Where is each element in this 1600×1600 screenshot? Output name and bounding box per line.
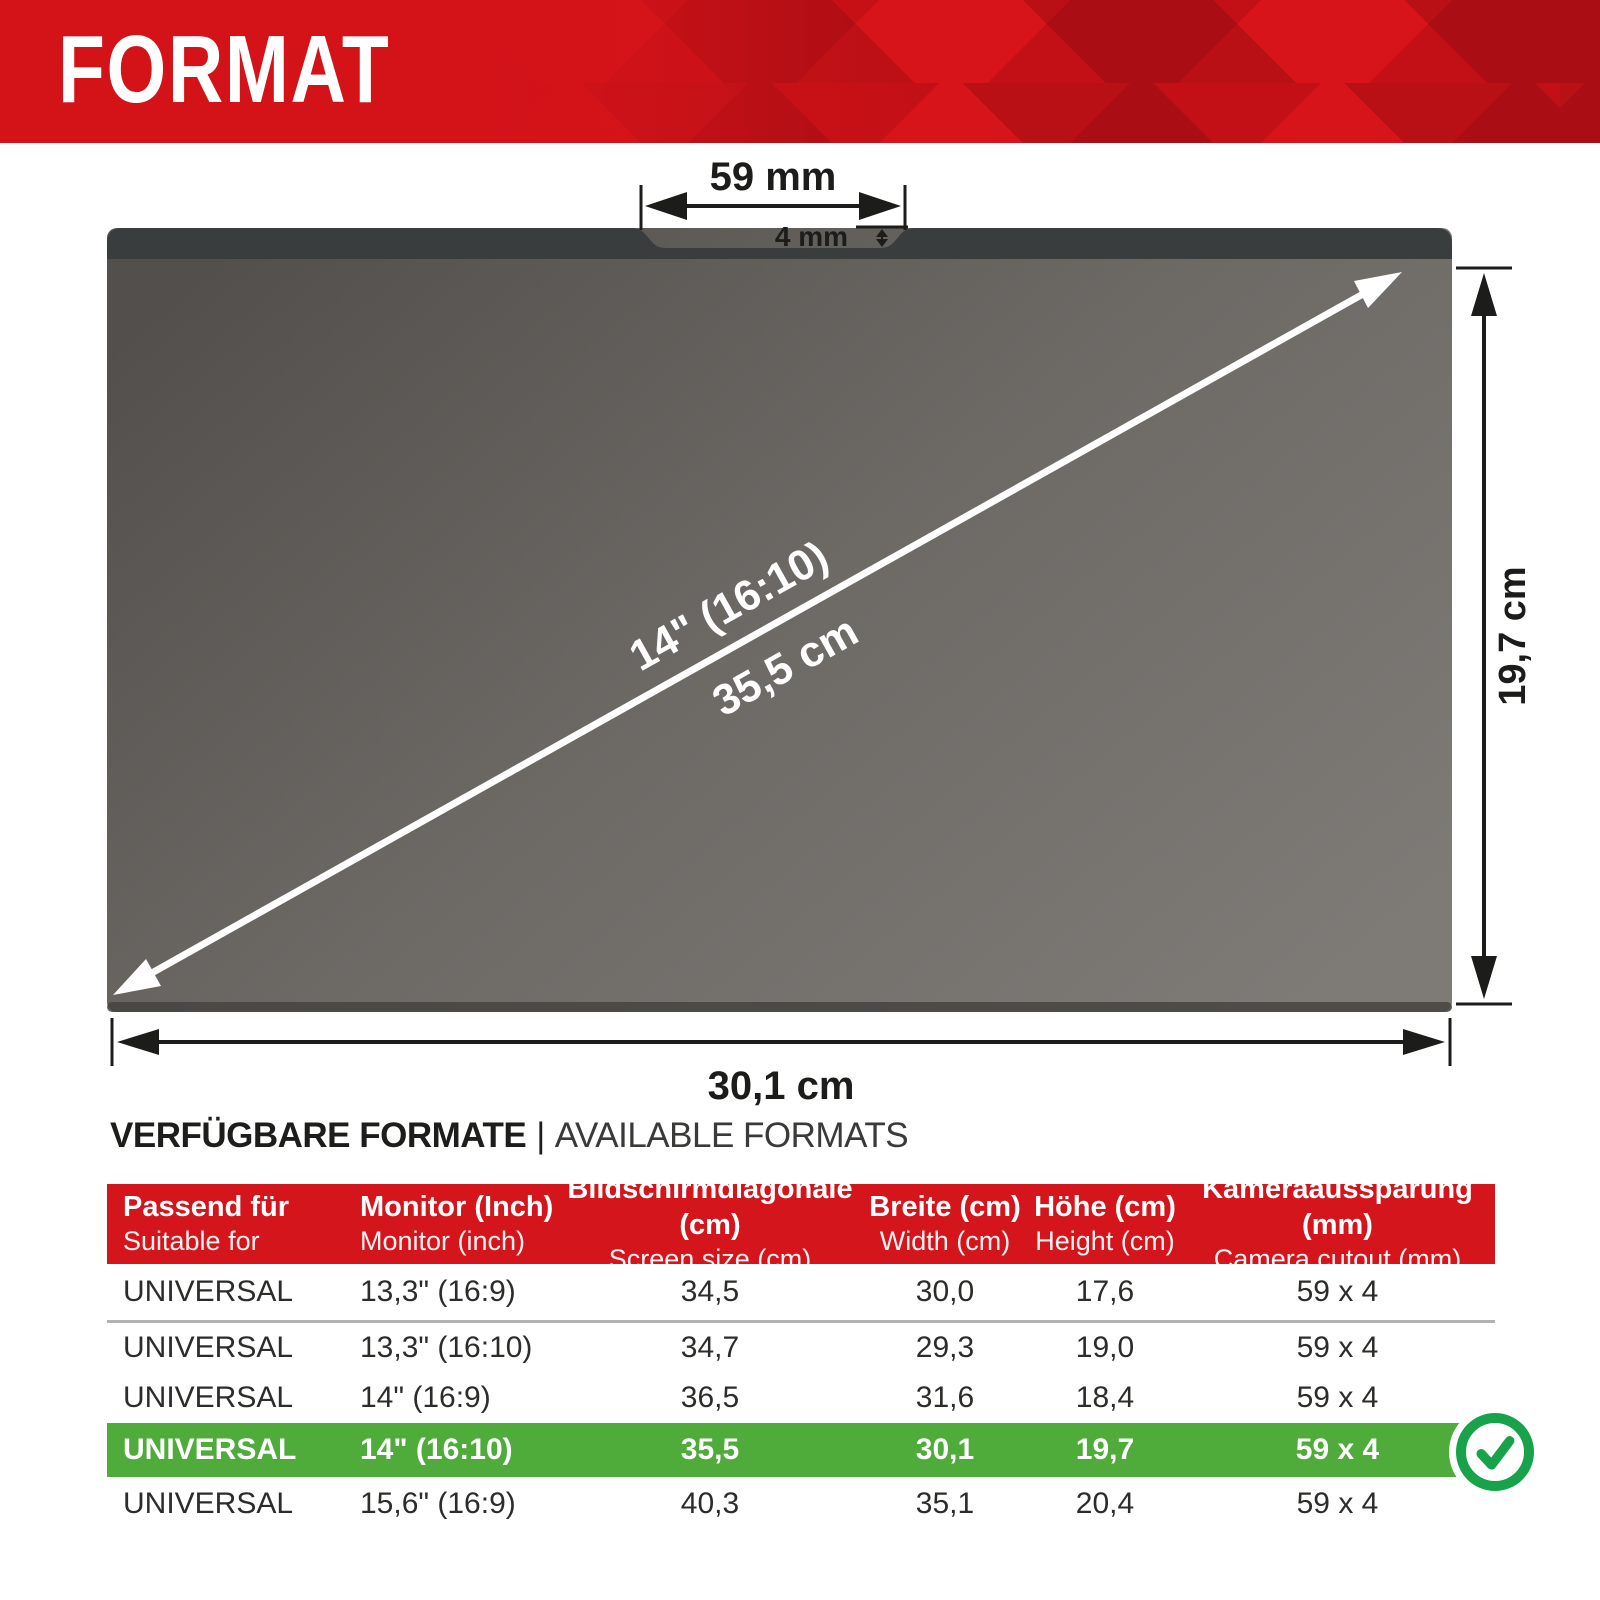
formats-heading-separator: | (536, 1116, 545, 1155)
filter-top-bar-with-camera-notch (107, 228, 1452, 259)
selected-format-check-badge (1456, 1413, 1534, 1491)
formats-section-heading: VERFÜGBARE FORMATE | AVAILABLE FORMATS (110, 1116, 909, 1156)
cutout-depth-dimension: 4 mm (775, 221, 908, 252)
row-divider (107, 1320, 1495, 1323)
cell-suitable-for: UNIVERSAL (123, 1331, 294, 1364)
column-header-width: Breite (cm) Width (cm) (860, 1172, 1030, 1276)
column-header-height: Höhe (cm) Height (cm) (1030, 1172, 1180, 1276)
cell-width: 35,1 (915, 1487, 975, 1520)
table-header-row: Passend für Suitable for Monitor (Inch) … (107, 1173, 1495, 1274)
cell-height: 19,7 (1075, 1433, 1135, 1466)
column-header-de: Bildschirmdiagonale (cm) (567, 1173, 853, 1241)
formats-heading-en: AVAILABLE FORMATS (554, 1116, 909, 1155)
column-header-de: Kameraaussparung (mm) (1202, 1173, 1473, 1241)
height-label: 19,7 cm (1492, 566, 1534, 705)
cell-height: 19,0 (1075, 1331, 1135, 1364)
column-header-de: Monitor (Inch) (360, 1190, 554, 1223)
cell-camera-cutout: 59 x 4 (1295, 1433, 1380, 1466)
cell-camera-cutout: 59 x 4 (1296, 1487, 1379, 1520)
cell-screen-size: 35,5 (680, 1433, 740, 1466)
column-header-camera-cutout: Kameraaussparung (mm) Camera cutout (mm) (1180, 1172, 1495, 1276)
formats-heading-de: VERFÜGBARE FORMATE (110, 1116, 527, 1155)
cell-monitor: 13,3" (16:9) (360, 1275, 516, 1308)
red-pattern-fade (0, 0, 1600, 143)
cutout-width-label: 59 mm (710, 155, 837, 199)
table-row: UNIVERSAL 13,3" (16:9) 34,5 30,0 17,6 59… (107, 1264, 1495, 1320)
cell-suitable-for: UNIVERSAL (123, 1381, 294, 1414)
column-header-de: Breite (cm) (869, 1190, 1021, 1223)
available-formats-table: Passend für Suitable for Monitor (Inch) … (107, 1173, 1495, 1531)
cell-height: 18,4 (1075, 1381, 1135, 1414)
width-dimension: 30,1 cm (110, 1018, 1452, 1108)
cell-camera-cutout: 59 x 4 (1296, 1275, 1379, 1308)
column-header-de: Passend für (123, 1190, 289, 1223)
column-header-en: Suitable for (123, 1226, 260, 1257)
cell-height: 20,4 (1075, 1487, 1135, 1520)
cell-suitable-for: UNIVERSAL (123, 1487, 294, 1520)
cell-height: 17,6 (1075, 1275, 1135, 1308)
cell-camera-cutout: 59 x 4 (1296, 1381, 1379, 1414)
cell-screen-size: 36,5 (680, 1381, 740, 1414)
page-title: FORMAT (58, 15, 391, 123)
column-header-suitable-for: Passend für Suitable for (107, 1172, 360, 1276)
cell-monitor: 14" (16:10) (360, 1433, 513, 1466)
cell-screen-size: 34,7 (680, 1331, 740, 1364)
diagonal-arrowhead-top-right (1354, 272, 1402, 308)
column-header-en: Width (cm) (879, 1226, 1011, 1257)
cell-monitor: 15,6" (16:9) (360, 1487, 516, 1520)
cell-suitable-for: UNIVERSAL (123, 1275, 294, 1308)
diagonal-arrowhead-bottom-left (113, 959, 161, 995)
column-header-en: Camera cutout (mm) (1213, 1243, 1462, 1274)
column-header-en: Monitor (inch) (360, 1226, 526, 1257)
cell-width: 31,6 (915, 1381, 975, 1414)
column-header-en: Height (cm) (1035, 1226, 1175, 1257)
column-header-monitor: Monitor (Inch) Monitor (inch) (360, 1172, 560, 1276)
width-label: 30,1 cm (708, 1064, 855, 1108)
height-dimension: 19,7 cm (1456, 266, 1534, 1006)
panel-bottom-edge (107, 1002, 1452, 1012)
cell-width: 30,1 (915, 1433, 975, 1466)
cell-monitor: 13,3" (16:10) (360, 1331, 533, 1364)
cell-monitor: 14" (16:9) (360, 1381, 491, 1414)
header-band: FORMAT (0, 0, 1600, 143)
cell-width: 30,0 (915, 1275, 975, 1308)
cell-camera-cutout: 59 x 4 (1296, 1331, 1379, 1364)
cell-screen-size: 34,5 (680, 1275, 740, 1308)
cutout-width-dimension: 59 mm (639, 155, 907, 230)
cell-suitable-for: UNIVERSAL (123, 1433, 297, 1466)
column-header-de: Höhe (cm) (1034, 1190, 1176, 1223)
table-row-selected: UNIVERSAL 14" (16:10) 35,5 30,1 19,7 59 … (107, 1423, 1495, 1477)
table-row: UNIVERSAL 14" (16:9) 36,5 31,6 18,4 59 x… (107, 1373, 1495, 1423)
cell-width: 29,3 (915, 1331, 975, 1364)
cell-screen-size: 40,3 (680, 1487, 740, 1520)
cutout-depth-label: 4 mm (775, 221, 848, 252)
table-row: UNIVERSAL 13,3" (16:10) 34,7 29,3 19,0 5… (107, 1323, 1495, 1373)
table-row: UNIVERSAL 15,6" (16:9) 40,3 35,1 20,4 59… (107, 1477, 1495, 1531)
column-header-screen-size: Bildschirmdiagonale (cm) Screen size (cm… (560, 1172, 860, 1276)
column-header-en: Screen size (cm) (608, 1243, 812, 1274)
check-icon (1476, 1436, 1515, 1470)
